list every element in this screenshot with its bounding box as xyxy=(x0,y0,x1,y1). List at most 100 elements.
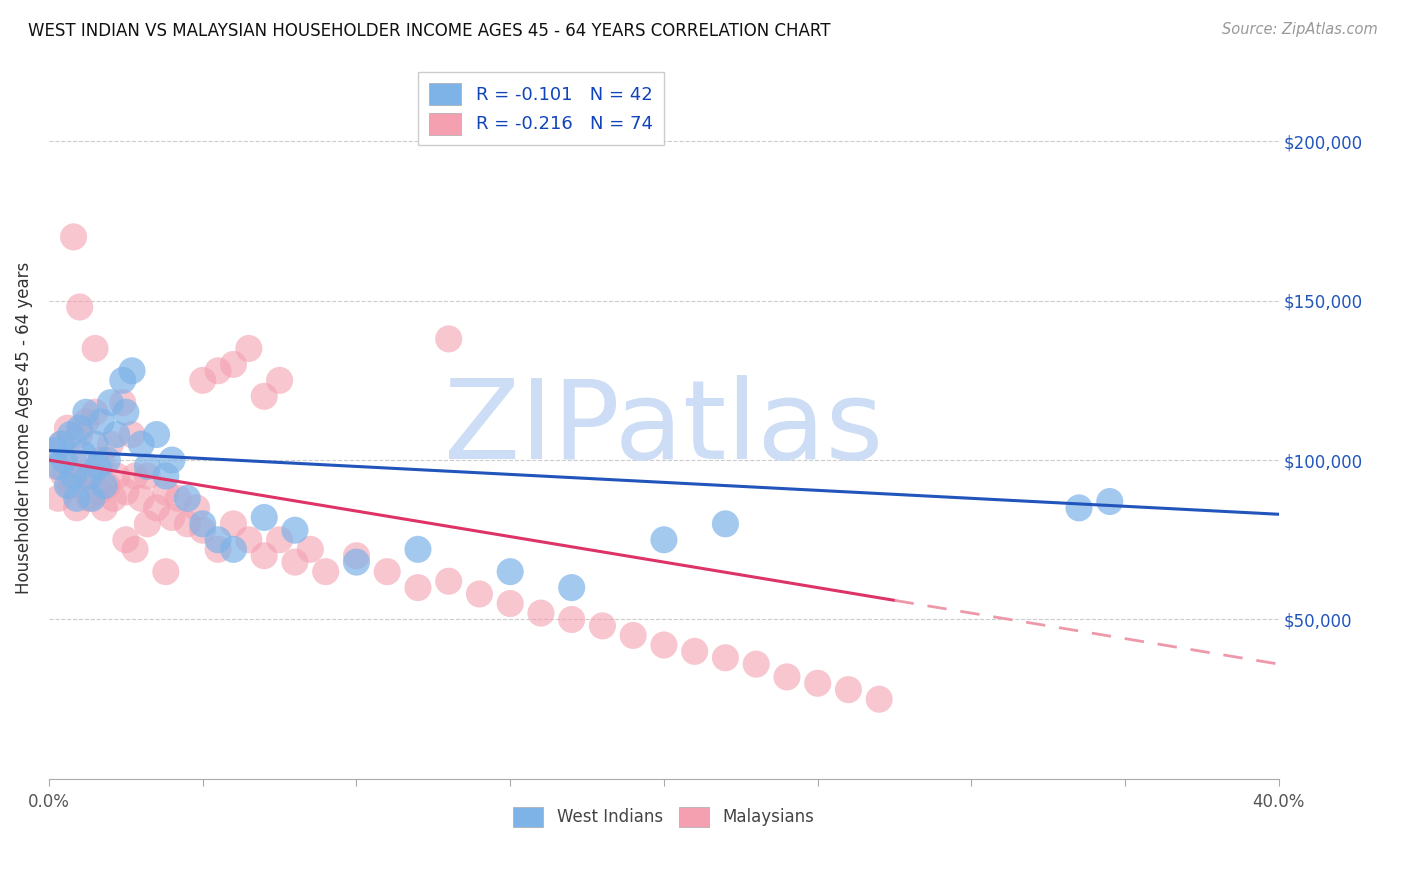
Point xyxy=(69,300,91,314)
Point xyxy=(253,510,276,524)
Point xyxy=(346,555,368,569)
Point xyxy=(406,542,429,557)
Point xyxy=(53,453,76,467)
Point xyxy=(124,469,146,483)
Point xyxy=(1067,500,1090,515)
Point xyxy=(714,516,737,531)
Point xyxy=(90,415,112,429)
Point xyxy=(207,533,229,547)
Point xyxy=(238,342,260,356)
Point xyxy=(561,612,583,626)
Point xyxy=(222,516,245,531)
Point xyxy=(499,597,522,611)
Text: Source: ZipAtlas.com: Source: ZipAtlas.com xyxy=(1222,22,1378,37)
Point xyxy=(51,437,73,451)
Point xyxy=(530,606,553,620)
Point xyxy=(621,628,644,642)
Point xyxy=(111,373,134,387)
Legend: West Indians, Malaysians: West Indians, Malaysians xyxy=(506,800,821,834)
Point xyxy=(269,533,291,547)
Point xyxy=(59,427,82,442)
Point xyxy=(100,395,122,409)
Point xyxy=(105,469,128,483)
Point xyxy=(44,443,66,458)
Point xyxy=(103,491,125,506)
Point xyxy=(69,421,91,435)
Point xyxy=(44,459,66,474)
Point xyxy=(155,485,177,500)
Point xyxy=(160,510,183,524)
Point xyxy=(284,555,307,569)
Point xyxy=(437,574,460,589)
Point xyxy=(84,405,107,419)
Point xyxy=(136,516,159,531)
Point xyxy=(468,587,491,601)
Point xyxy=(59,478,82,492)
Point xyxy=(105,427,128,442)
Point xyxy=(84,437,107,451)
Point xyxy=(77,491,100,506)
Point xyxy=(238,533,260,547)
Point xyxy=(375,565,398,579)
Point xyxy=(253,549,276,563)
Point xyxy=(145,500,167,515)
Point xyxy=(868,692,890,706)
Text: ZIPatlas: ZIPatlas xyxy=(444,375,883,482)
Point xyxy=(69,427,91,442)
Point xyxy=(207,364,229,378)
Point xyxy=(96,453,118,467)
Point xyxy=(186,500,208,515)
Y-axis label: Householder Income Ages 45 - 64 years: Householder Income Ages 45 - 64 years xyxy=(15,262,32,594)
Point xyxy=(269,373,291,387)
Point xyxy=(160,453,183,467)
Point xyxy=(46,491,69,506)
Point xyxy=(499,565,522,579)
Point xyxy=(155,565,177,579)
Point xyxy=(167,491,190,506)
Point xyxy=(53,469,76,483)
Point xyxy=(191,523,214,537)
Point xyxy=(87,459,110,474)
Point xyxy=(115,405,138,419)
Point xyxy=(207,542,229,557)
Point xyxy=(96,478,118,492)
Point xyxy=(191,373,214,387)
Point xyxy=(93,478,115,492)
Point xyxy=(145,427,167,442)
Point xyxy=(176,491,198,506)
Point xyxy=(437,332,460,346)
Point xyxy=(115,533,138,547)
Point xyxy=(72,447,94,461)
Point xyxy=(115,485,138,500)
Point xyxy=(807,676,830,690)
Point xyxy=(66,491,89,506)
Point xyxy=(714,650,737,665)
Point xyxy=(87,485,110,500)
Point xyxy=(129,437,152,451)
Point xyxy=(745,657,768,672)
Text: WEST INDIAN VS MALAYSIAN HOUSEHOLDER INCOME AGES 45 - 64 YEARS CORRELATION CHART: WEST INDIAN VS MALAYSIAN HOUSEHOLDER INC… xyxy=(28,22,831,40)
Point xyxy=(62,230,84,244)
Point xyxy=(284,523,307,537)
Point xyxy=(155,469,177,483)
Point xyxy=(62,453,84,467)
Point xyxy=(176,516,198,531)
Point xyxy=(652,533,675,547)
Point xyxy=(75,415,97,429)
Point xyxy=(124,542,146,557)
Point xyxy=(80,491,103,506)
Point xyxy=(56,478,79,492)
Point xyxy=(80,469,103,483)
Point xyxy=(93,500,115,515)
Point xyxy=(62,469,84,483)
Point xyxy=(346,549,368,563)
Point xyxy=(56,421,79,435)
Point xyxy=(84,342,107,356)
Point xyxy=(683,644,706,658)
Point xyxy=(129,491,152,506)
Point xyxy=(1098,494,1121,508)
Point xyxy=(66,500,89,515)
Point xyxy=(591,619,613,633)
Point xyxy=(111,395,134,409)
Point xyxy=(222,542,245,557)
